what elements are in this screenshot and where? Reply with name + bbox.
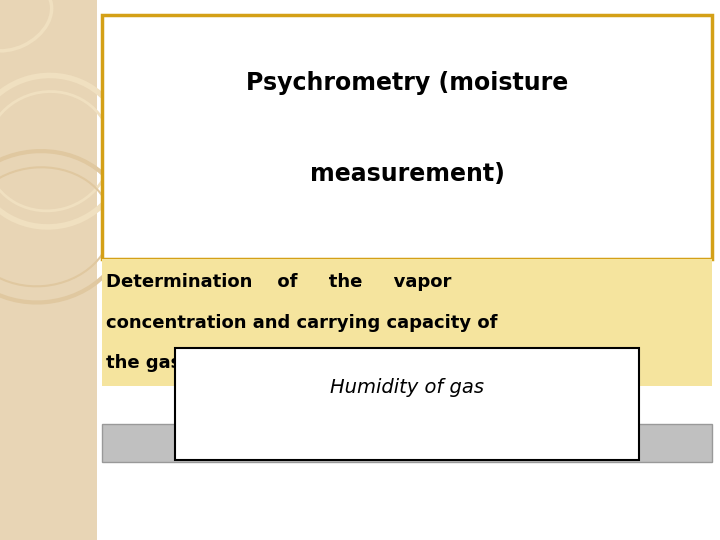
Bar: [102, 15, 712, 259]
Text: Psychrometry (moisture: Psychrometry (moisture: [246, 71, 568, 96]
Text: the gas.: the gas.: [107, 354, 189, 372]
Bar: [102, 424, 712, 462]
Bar: [0, 0, 97, 540]
Bar: [102, 259, 712, 386]
Text: Determination    of     the     vapor: Determination of the vapor: [107, 273, 451, 291]
Text: Humidity of gas: Humidity of gas: [330, 378, 484, 397]
Bar: [176, 348, 639, 460]
Text: measurement): measurement): [310, 162, 505, 186]
Text: Concentration of water vapor in gas: Concentration of water vapor in gas: [225, 434, 590, 452]
Text: concentration and carrying capacity of: concentration and carrying capacity of: [107, 314, 498, 332]
